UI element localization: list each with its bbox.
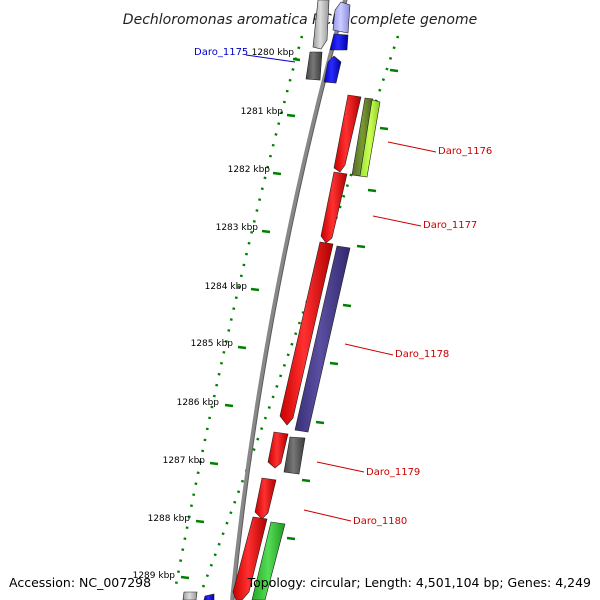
- cds-feature: [283, 436, 306, 475]
- tick-mark: [367, 188, 377, 193]
- tick-mark: [224, 403, 234, 408]
- tick-label: 1285 kbp: [191, 339, 234, 349]
- tick-label: 1286 kbp: [177, 398, 220, 408]
- cds-feature: [182, 591, 198, 600]
- tick-mark: [379, 126, 389, 131]
- tick-mark: [329, 361, 339, 366]
- tick-label: 1284 kbp: [205, 282, 248, 292]
- tick-mark: [389, 68, 399, 73]
- leader-line: [344, 343, 394, 356]
- cds-feature: [333, 94, 362, 173]
- tick-label: 1287 kbp: [163, 456, 206, 466]
- cds-feature: [267, 431, 289, 469]
- gene-label-daro-1178[interactable]: Daro_1178: [395, 349, 449, 360]
- tick-label: 1281 kbp: [241, 107, 284, 117]
- cds-feature: [323, 55, 342, 84]
- tick-label: 1282 kbp: [228, 165, 271, 175]
- leader-line: [245, 54, 296, 63]
- cds-feature: [312, 0, 330, 50]
- tick-mark: [272, 171, 282, 176]
- genome-summary-text: Topology: circular; Length: 4,501,104 bp…: [247, 575, 591, 590]
- leader-line: [316, 461, 365, 473]
- forward-strand-features: [203, 1, 381, 600]
- tick-label: 1289 kbp: [133, 571, 176, 581]
- tick-mark: [292, 57, 301, 62]
- tick-mark: [301, 478, 311, 483]
- cds-feature: [320, 171, 348, 244]
- inner-dotted-ring: [173, 35, 304, 591]
- cds-feature: [332, 1, 351, 34]
- tick-mark: [356, 244, 366, 249]
- cds-feature: [251, 521, 286, 600]
- gene-labels: Daro_1175 Daro_1176 Daro_1177 Daro_1178 …: [194, 47, 492, 527]
- cds-feature: [305, 51, 323, 81]
- tick-mark: [342, 303, 352, 308]
- tick-labels: 1280 kbp 1281 kbp 1282 kbp 1283 kbp 1284…: [133, 48, 295, 581]
- gene-label-daro-1177[interactable]: Daro_1177: [423, 220, 477, 231]
- label-leaders: [245, 54, 437, 522]
- tick-mark: [261, 229, 271, 234]
- leader-line: [303, 509, 352, 522]
- leader-line: [372, 215, 422, 227]
- outer-ticks: [286, 68, 399, 541]
- gene-label-daro-1179[interactable]: Daro_1179: [366, 467, 420, 478]
- tick-mark: [315, 420, 325, 425]
- leader-line: [387, 141, 437, 153]
- tick-mark: [286, 536, 296, 541]
- inner-ticks: [180, 57, 301, 580]
- gene-label-daro-1180[interactable]: Daro_1180: [353, 516, 407, 527]
- tick-mark: [209, 461, 219, 466]
- accession-text: Accession: NC_007298: [9, 575, 151, 590]
- tick-mark: [237, 345, 247, 350]
- tick-mark: [195, 519, 205, 524]
- cds-feature: [254, 477, 277, 520]
- map-title: Dechloromonas aromatica RCB, complete ge…: [123, 12, 477, 28]
- reverse-strand-features: [182, 0, 362, 600]
- cds-feature: [279, 241, 334, 426]
- gene-label-daro-1175[interactable]: Daro_1175: [194, 47, 248, 58]
- cds-feature: [232, 516, 268, 600]
- cds-feature: [203, 593, 215, 600]
- cds-feature: [359, 99, 381, 178]
- genome-backbone: [230, 0, 347, 600]
- tick-mark: [286, 113, 296, 118]
- tick-mark: [250, 287, 260, 292]
- tick-label: 1283 kbp: [216, 223, 259, 233]
- tick-label: 1280 kbp: [252, 48, 295, 58]
- genome-backbone-shade: [233, 0, 348, 600]
- tick-mark: [180, 575, 190, 580]
- tick-label: 1288 kbp: [148, 514, 191, 524]
- gene-label-daro-1176[interactable]: Daro_1176: [438, 146, 492, 157]
- cds-feature: [329, 33, 349, 51]
- cds-feature: [294, 245, 351, 433]
